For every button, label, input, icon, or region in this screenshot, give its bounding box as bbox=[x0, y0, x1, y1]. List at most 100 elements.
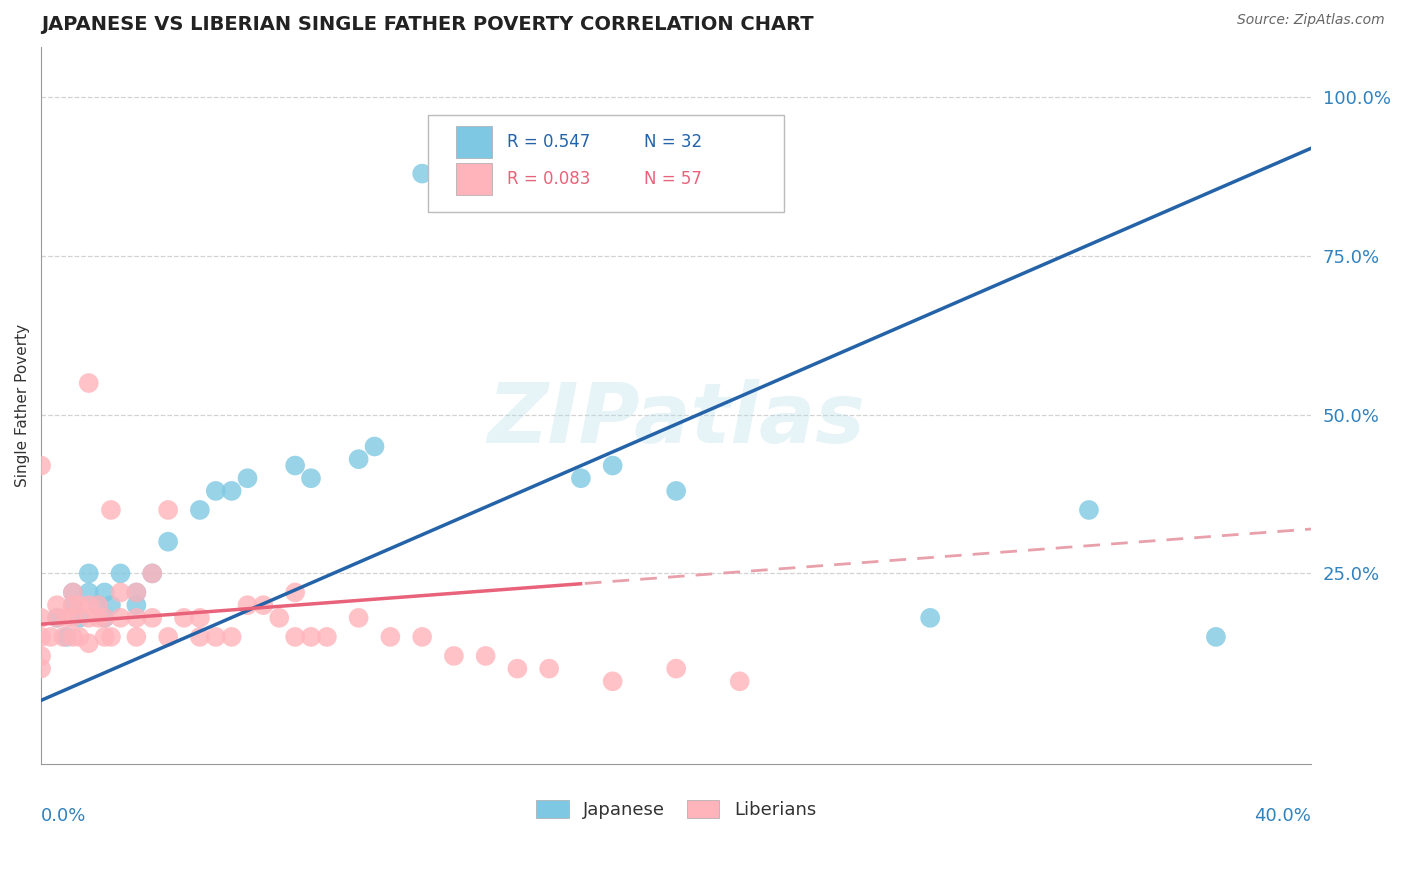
Point bbox=[77, 566, 100, 581]
Point bbox=[62, 630, 84, 644]
Point bbox=[125, 585, 148, 599]
Text: N = 32: N = 32 bbox=[644, 133, 703, 151]
Point bbox=[87, 611, 110, 625]
Point bbox=[236, 471, 259, 485]
Y-axis label: Single Father Poverty: Single Father Poverty bbox=[15, 324, 30, 487]
Point bbox=[173, 611, 195, 625]
Point bbox=[204, 483, 226, 498]
Point bbox=[125, 585, 148, 599]
Point bbox=[284, 630, 307, 644]
Point bbox=[93, 611, 115, 625]
Point bbox=[30, 630, 52, 644]
Point bbox=[93, 630, 115, 644]
Point bbox=[411, 630, 433, 644]
Point bbox=[347, 452, 370, 467]
Point bbox=[157, 503, 180, 517]
Point bbox=[67, 598, 90, 612]
Point bbox=[411, 167, 433, 181]
Point bbox=[299, 471, 322, 485]
Text: Source: ZipAtlas.com: Source: ZipAtlas.com bbox=[1237, 13, 1385, 28]
Point bbox=[269, 611, 291, 625]
Point bbox=[55, 611, 77, 625]
Point bbox=[77, 636, 100, 650]
Point bbox=[443, 648, 465, 663]
Point bbox=[110, 585, 132, 599]
Point bbox=[157, 534, 180, 549]
Point bbox=[55, 630, 77, 644]
Point bbox=[39, 630, 62, 644]
Point bbox=[125, 630, 148, 644]
Point bbox=[87, 598, 110, 612]
Point bbox=[77, 598, 100, 612]
Point bbox=[77, 585, 100, 599]
Point bbox=[506, 167, 529, 181]
Bar bbox=[457, 126, 492, 158]
Point bbox=[920, 611, 942, 625]
Point bbox=[188, 630, 211, 644]
Point bbox=[30, 458, 52, 473]
Point bbox=[665, 483, 688, 498]
Point bbox=[77, 611, 100, 625]
Point bbox=[188, 503, 211, 517]
Point bbox=[77, 376, 100, 390]
Point bbox=[474, 648, 496, 663]
Point bbox=[110, 611, 132, 625]
Point bbox=[157, 630, 180, 644]
Point bbox=[284, 458, 307, 473]
Point bbox=[62, 598, 84, 612]
Point bbox=[52, 630, 75, 644]
Point bbox=[665, 662, 688, 676]
Point bbox=[30, 648, 52, 663]
Text: N = 57: N = 57 bbox=[644, 170, 702, 188]
Point bbox=[284, 585, 307, 599]
Point bbox=[315, 630, 337, 644]
Point bbox=[100, 503, 122, 517]
FancyBboxPatch shape bbox=[429, 115, 785, 211]
Point bbox=[110, 566, 132, 581]
Point bbox=[125, 598, 148, 612]
Point bbox=[141, 566, 163, 581]
Point bbox=[100, 630, 122, 644]
Point bbox=[380, 630, 402, 644]
Legend: Japanese, Liberians: Japanese, Liberians bbox=[529, 793, 824, 827]
Point bbox=[221, 630, 243, 644]
Point bbox=[569, 471, 592, 485]
Text: ZIPatlas: ZIPatlas bbox=[488, 379, 865, 460]
Point bbox=[347, 611, 370, 625]
Text: R = 0.083: R = 0.083 bbox=[508, 170, 591, 188]
Point bbox=[602, 674, 624, 689]
Point bbox=[602, 458, 624, 473]
Point bbox=[100, 598, 122, 612]
Point bbox=[204, 630, 226, 644]
Text: R = 0.547: R = 0.547 bbox=[508, 133, 591, 151]
Point bbox=[46, 611, 69, 625]
Point bbox=[67, 611, 90, 625]
Point bbox=[62, 585, 84, 599]
Point bbox=[67, 630, 90, 644]
Point bbox=[188, 611, 211, 625]
Point bbox=[506, 662, 529, 676]
Point bbox=[87, 598, 110, 612]
Point bbox=[299, 630, 322, 644]
Text: 0.0%: 0.0% bbox=[41, 807, 87, 825]
Point bbox=[62, 598, 84, 612]
Point bbox=[30, 611, 52, 625]
Point bbox=[46, 598, 69, 612]
Point bbox=[62, 585, 84, 599]
Point bbox=[30, 662, 52, 676]
Point bbox=[62, 611, 84, 625]
Point bbox=[141, 611, 163, 625]
Point bbox=[1205, 630, 1227, 644]
Text: 40.0%: 40.0% bbox=[1254, 807, 1312, 825]
Point bbox=[46, 611, 69, 625]
Point bbox=[141, 566, 163, 581]
Bar bbox=[457, 163, 492, 195]
Point bbox=[728, 674, 751, 689]
Point bbox=[125, 611, 148, 625]
Point bbox=[363, 440, 385, 454]
Point bbox=[252, 598, 274, 612]
Point bbox=[221, 483, 243, 498]
Text: JAPANESE VS LIBERIAN SINGLE FATHER POVERTY CORRELATION CHART: JAPANESE VS LIBERIAN SINGLE FATHER POVER… bbox=[41, 15, 814, 34]
Point bbox=[538, 662, 561, 676]
Point bbox=[1077, 503, 1099, 517]
